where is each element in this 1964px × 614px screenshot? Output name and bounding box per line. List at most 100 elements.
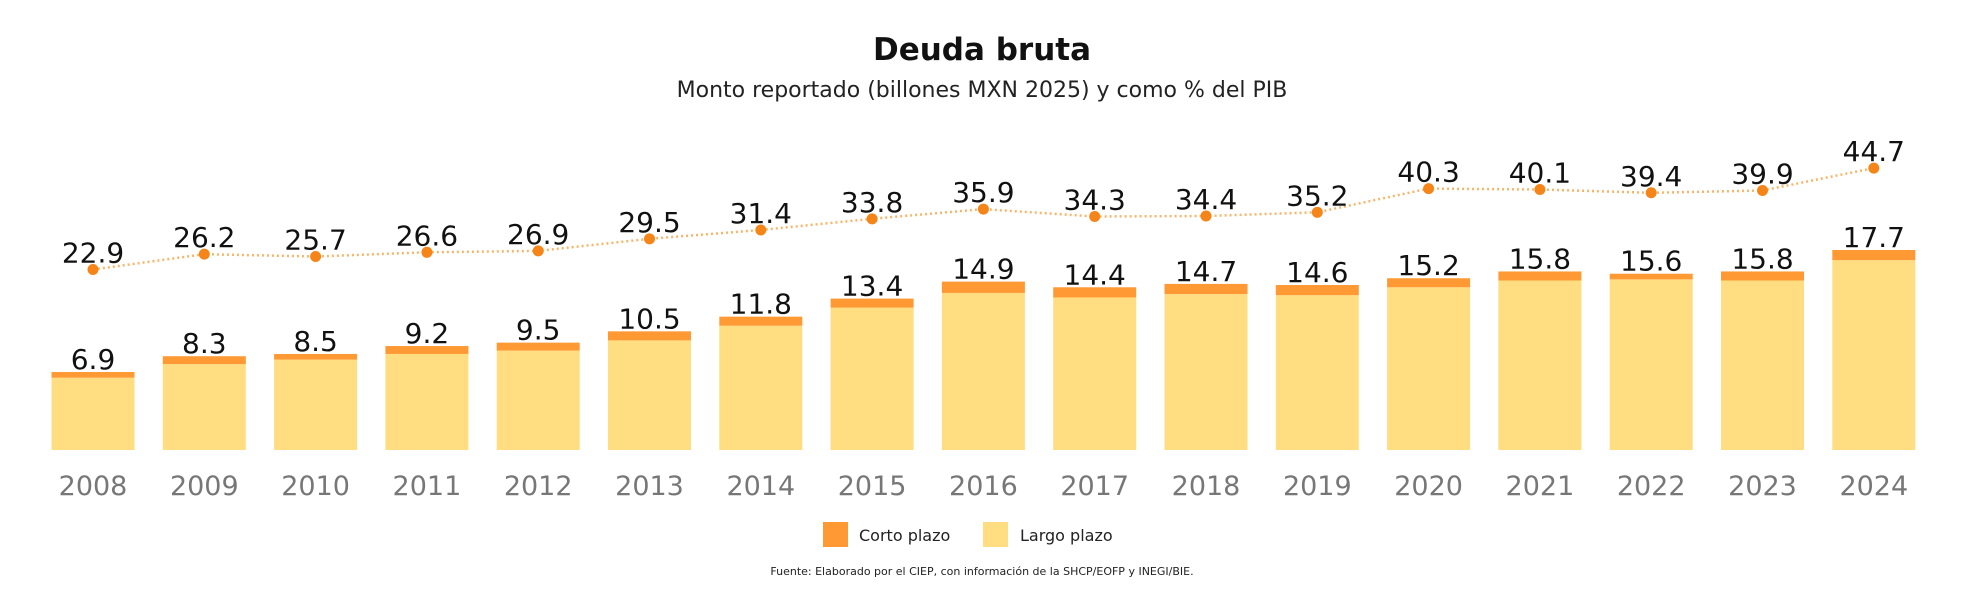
bar-corto-plazo-2020 bbox=[1387, 278, 1471, 288]
pib-label-2017: 34.3 bbox=[1064, 184, 1126, 217]
bar-largo-plazo-2022 bbox=[1609, 279, 1693, 450]
bar-largo-plazo-2023 bbox=[1721, 280, 1804, 450]
pib-label-2022: 39.4 bbox=[1620, 160, 1682, 193]
pib-label-2018: 34.4 bbox=[1175, 183, 1237, 216]
pib-label-2020: 40.3 bbox=[1397, 156, 1459, 189]
bar-total-label-2021: 15.8 bbox=[1509, 242, 1571, 275]
bar-largo-plazo-2019 bbox=[1275, 295, 1359, 450]
pib-point-2013 bbox=[644, 233, 655, 245]
bar-total-label-2011: 9.2 bbox=[405, 317, 450, 350]
chart-subtitle: Monto reportado (billones MXN 2025) y co… bbox=[677, 78, 1288, 103]
pib-point-2021 bbox=[1534, 184, 1546, 196]
x-tick-label-2014: 2014 bbox=[726, 471, 795, 502]
x-tick-label-2016: 2016 bbox=[949, 471, 1018, 502]
bar-total-label-2010: 8.5 bbox=[293, 325, 338, 358]
chart-title: Deuda bruta bbox=[873, 32, 1091, 68]
source-note: Fuente: Elaborado por el CIEP, con infor… bbox=[770, 565, 1193, 578]
x-tick-label-2010: 2010 bbox=[281, 471, 350, 502]
pib-label-2012: 26.9 bbox=[507, 218, 569, 251]
x-tick-label-2018: 2018 bbox=[1172, 471, 1241, 502]
bar-corto-plazo-2019 bbox=[1275, 285, 1359, 296]
bar-largo-plazo-2014 bbox=[719, 325, 803, 450]
x-tick-label-2012: 2012 bbox=[504, 471, 573, 502]
x-axis-ticks: 2008 2009 2010 2011 2012 2013 2014 2015 2016 2017… bbox=[59, 471, 1909, 502]
x-tick-label-2017: 2017 bbox=[1060, 471, 1129, 502]
bar-total-label-2020: 15.2 bbox=[1397, 249, 1459, 282]
pib-point-2024 bbox=[1868, 162, 1880, 174]
bar-largo-plazo-2020 bbox=[1387, 287, 1471, 450]
bar-corto-plazo-2009 bbox=[162, 356, 246, 365]
bar-largo-plazo-2018 bbox=[1164, 294, 1248, 450]
pib-point-2022 bbox=[1645, 187, 1657, 199]
pib-point-2019 bbox=[1311, 206, 1323, 218]
x-tick-label-2009: 2009 bbox=[170, 471, 239, 502]
pib-point-2015 bbox=[866, 213, 878, 225]
bar-largo-plazo-2009 bbox=[162, 364, 246, 450]
bar-corto-plazo-2013 bbox=[608, 331, 691, 341]
pib-point-2018 bbox=[1200, 210, 1212, 222]
pib-label-2021: 40.1 bbox=[1509, 157, 1571, 190]
x-tick-label-2013: 2013 bbox=[615, 471, 684, 502]
pib-line-layer bbox=[87, 162, 1880, 276]
pib-label-2019: 35.2 bbox=[1286, 179, 1348, 212]
bar-total-label-2018: 14.7 bbox=[1175, 255, 1237, 288]
bar-corto-plazo-2011 bbox=[385, 346, 469, 354]
bar-corto-plazo-2010 bbox=[274, 353, 358, 360]
bar-total-label-2013: 10.5 bbox=[618, 302, 680, 335]
bar-corto-plazo-2014 bbox=[719, 316, 803, 326]
pib-point-2011 bbox=[421, 246, 433, 258]
pib-point-2020 bbox=[1423, 183, 1435, 195]
bar-corto-plazo-2018 bbox=[1164, 283, 1248, 295]
pib-point-2016 bbox=[977, 203, 989, 215]
x-tick-label-2011: 2011 bbox=[393, 471, 462, 502]
pib-label-2016: 35.9 bbox=[952, 176, 1014, 209]
x-tick-label-2015: 2015 bbox=[838, 471, 907, 502]
pib-point-2017 bbox=[1089, 211, 1101, 223]
bar-corto-plazo-2016 bbox=[941, 281, 1025, 293]
pib-label-2013: 29.5 bbox=[618, 206, 680, 239]
legend-label-largo-plazo: Largo plazo bbox=[1020, 526, 1113, 545]
bar-largo-plazo-2021 bbox=[1498, 280, 1582, 450]
pib-label-2024: 44.7 bbox=[1843, 135, 1905, 168]
bar-total-label-2024: 17.7 bbox=[1843, 221, 1905, 254]
bar-total-label-2022: 15.6 bbox=[1620, 245, 1682, 278]
bar-largo-plazo-2008 bbox=[51, 377, 135, 450]
pib-point-2008 bbox=[87, 264, 99, 276]
pib-label-2010: 25.7 bbox=[284, 223, 346, 256]
bar-corto-plazo-2015 bbox=[830, 298, 914, 308]
pib-label-2015: 33.8 bbox=[841, 186, 903, 219]
x-tick-label-2023: 2023 bbox=[1728, 471, 1797, 502]
bar-total-label-2014: 11.8 bbox=[730, 288, 792, 321]
x-tick-label-2019: 2019 bbox=[1283, 471, 1352, 502]
pib-label-2009: 26.2 bbox=[173, 221, 235, 254]
bar-largo-plazo-2015 bbox=[830, 307, 914, 450]
legend-swatch-largo-plazo bbox=[983, 522, 1008, 547]
bar-corto-plazo-2022 bbox=[1609, 273, 1693, 280]
value-labels-layer: 6.9 8.3 8.5 9.2 9.5 10.5 11.8 13.4 14.9 14.4 14.7 1… bbox=[62, 135, 1905, 376]
x-tick-label-2020: 2020 bbox=[1394, 471, 1463, 502]
x-tick-label-2021: 2021 bbox=[1506, 471, 1575, 502]
x-tick-label-2008: 2008 bbox=[59, 471, 128, 502]
bar-total-label-2019: 14.6 bbox=[1286, 256, 1348, 289]
pib-label-2008: 22.9 bbox=[62, 237, 124, 270]
bar-largo-plazo-2010 bbox=[274, 359, 358, 450]
bar-corto-plazo-2017 bbox=[1053, 287, 1137, 298]
pib-label-2014: 31.4 bbox=[730, 197, 792, 230]
bar-corto-plazo-2012 bbox=[496, 342, 580, 351]
pib-label-2023: 39.9 bbox=[1731, 157, 1793, 190]
bar-total-label-2017: 14.4 bbox=[1064, 258, 1126, 291]
x-tick-label-2022: 2022 bbox=[1617, 471, 1686, 502]
legend-swatch-corto-plazo bbox=[823, 522, 848, 547]
pib-point-2023 bbox=[1757, 184, 1768, 196]
bar-largo-plazo-2013 bbox=[608, 340, 691, 450]
bar-total-label-2008: 6.9 bbox=[71, 343, 116, 376]
bar-largo-plazo-2017 bbox=[1053, 297, 1137, 450]
bar-total-label-2009: 8.3 bbox=[182, 327, 227, 360]
legend-label-corto-plazo: Corto plazo bbox=[859, 526, 950, 545]
bar-total-label-2015: 13.4 bbox=[841, 270, 903, 303]
pib-point-2012 bbox=[532, 245, 544, 257]
bar-largo-plazo-2024 bbox=[1832, 260, 1916, 450]
bar-largo-plazo-2011 bbox=[385, 353, 469, 450]
bar-largo-plazo-2016 bbox=[941, 292, 1025, 450]
